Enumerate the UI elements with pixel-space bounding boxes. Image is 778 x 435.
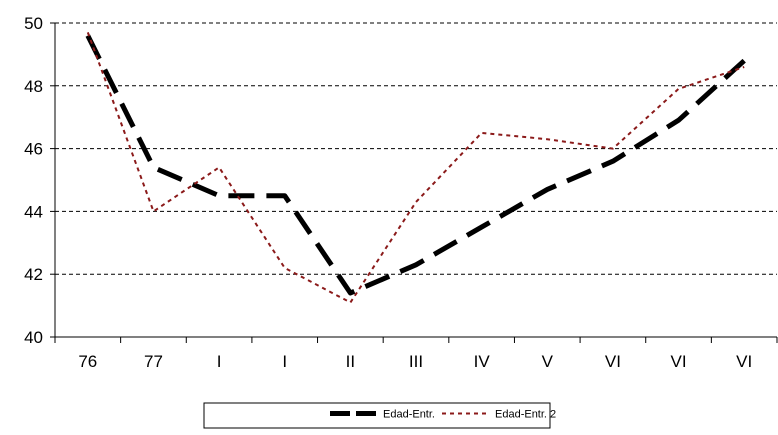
x-tick-label: III [409,352,423,371]
y-tick-label: 40 [24,328,43,347]
x-tick-label: VI [605,352,621,371]
x-tick-label: I [282,352,287,371]
x-tick-label: IV [474,352,491,371]
y-tick-label: 46 [24,140,43,159]
series-line-1 [88,36,744,293]
y-tick-label: 50 [24,14,43,33]
x-tick-label: VI [671,352,687,371]
y-tick-label: 48 [24,77,43,96]
legend-label-1: Edad-Entr. [383,409,435,421]
gridlines [55,23,777,274]
series-lines [88,32,745,302]
legend-label-2: Edad-Entr. 2 [495,409,556,421]
y-tick-label: 44 [24,202,43,221]
x-tick-label: 76 [78,352,97,371]
x-tick-label: II [346,352,355,371]
y-tick-label: 42 [24,265,43,284]
x-tick-label: VI [736,352,752,371]
axes [50,23,777,343]
x-tick-label: I [217,352,222,371]
x-tick-label: 77 [144,352,163,371]
x-tick-label: V [542,352,554,371]
legend: Edad-Entr. Edad-Entr. 2 [204,403,556,428]
